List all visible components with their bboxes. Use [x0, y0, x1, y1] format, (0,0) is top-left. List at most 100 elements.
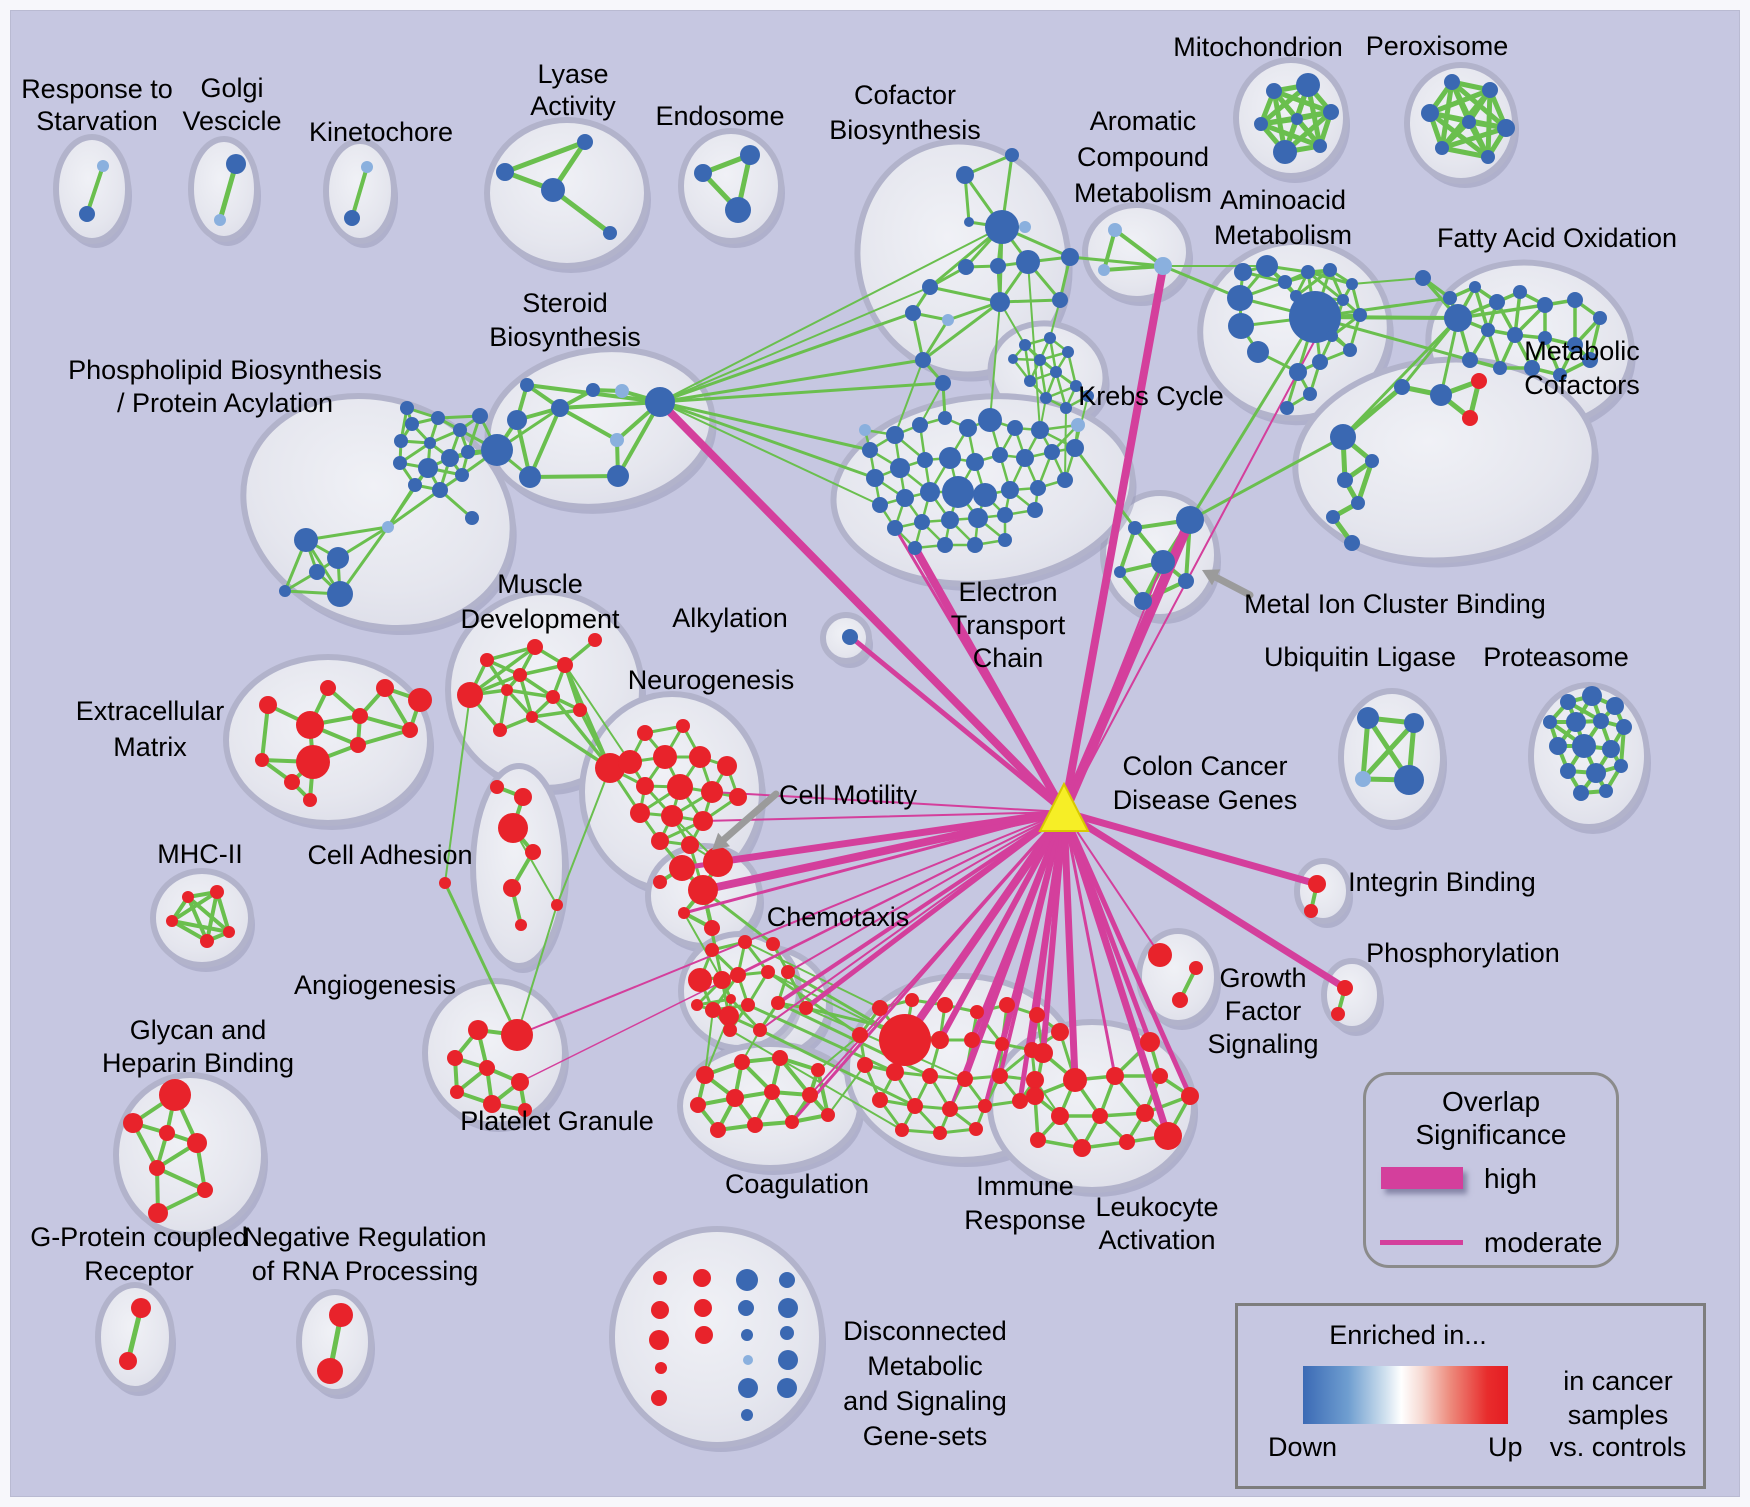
cluster-label-neurogenesis: Neurogenesis [628, 665, 795, 695]
gene-set-node [557, 657, 573, 673]
gene-set-node [990, 292, 1010, 312]
gene-set-node [1482, 82, 1498, 98]
cluster-label-metabolic-cofactors: Metabolic [1524, 336, 1640, 366]
inter-cluster-edge [683, 912, 723, 981]
gene-set-edge [260, 703, 270, 762]
cluster-ellipse-lyase-activity [484, 117, 650, 269]
gene-set-node [907, 1098, 923, 1114]
cluster-label-extracellular-matrix: Extracellular [76, 696, 225, 726]
inter-cluster-edge [1188, 435, 1345, 522]
cluster-label-negative-regulation-rna-processing: Negative Regulation [243, 1222, 486, 1252]
gene-set-node [480, 653, 494, 667]
gene-set-node [490, 780, 504, 794]
gene-set-node [520, 378, 534, 392]
inter-cluster-edge [564, 664, 631, 763]
gene-set-node [738, 1378, 758, 1398]
gene-set-node [123, 1113, 143, 1133]
overlap-significance-edge [948, 810, 1066, 1111]
inter-cluster-edge [1161, 264, 1242, 300]
gene-set-node [661, 805, 683, 827]
gene-set-edge [1023, 343, 1032, 383]
cluster-label-cell-motility: Cell Motility [779, 780, 918, 810]
gene-set-node [740, 145, 760, 165]
overlap-significance-edge [983, 810, 1066, 1108]
cluster-label-negative-regulation-rna-processing: of RNA Processing [252, 1256, 479, 1286]
gene-set-edge [505, 688, 534, 719]
gene-set-node [998, 533, 1012, 547]
gene-set-edge [155, 1166, 207, 1192]
cluster-label-aromatic-compound-metabolism: Aromatic [1090, 106, 1197, 136]
gene-set-node [701, 781, 723, 803]
gene-set-node [678, 907, 690, 919]
gene-set-node [514, 788, 532, 806]
overlap-significance-edge [1060, 808, 1079, 1084]
gene-set-node [226, 154, 246, 174]
gene-set-node [393, 456, 407, 470]
cell-motility-arrow [719, 790, 780, 845]
gene-set-node [747, 1117, 763, 1133]
gene-set-node [1007, 420, 1023, 436]
gene-set-node [1062, 346, 1074, 358]
inter-cluster-edge [704, 1009, 714, 1076]
cluster-ellipse-response-to-starvation [53, 134, 131, 244]
gene-set-node [1573, 785, 1589, 801]
gene-set-node [734, 1054, 750, 1070]
gene-set-node [931, 1031, 949, 1049]
overlap-significance-edge [702, 811, 1065, 822]
cluster-label-growth-factor-signaling: Growth [1219, 963, 1306, 993]
inter-cluster-edge [1341, 316, 1460, 439]
gene-set-node [503, 879, 521, 897]
gene-set-node [939, 447, 961, 469]
gene-set-node [726, 994, 736, 1004]
gene-set-node [1616, 719, 1632, 735]
gene-set-node [79, 206, 95, 222]
gene-set-node [588, 633, 602, 647]
gene-set-node [1346, 278, 1358, 290]
gene-set-node [970, 1005, 984, 1019]
cluster-label-leukocyte-activation: Leukocyte [1095, 1192, 1218, 1222]
gene-set-node [483, 1095, 501, 1113]
cluster-label-electron-transport-chain: Electron [958, 577, 1057, 607]
gene-set-node [1060, 402, 1072, 414]
overlap-significance-edge [1062, 810, 1117, 1078]
gene-set-edge [1054, 370, 1068, 410]
inter-cluster-edge [1027, 261, 1041, 431]
gene-set-edge [1360, 720, 1417, 782]
gene-set-node [992, 1068, 1008, 1084]
gene-set-node [1066, 439, 1084, 457]
gene-set-node [1343, 343, 1357, 357]
gene-set-edge [358, 714, 412, 732]
overlap-significance-edge [1060, 808, 1321, 888]
gene-set-node [862, 442, 878, 458]
gene-set-node [518, 1103, 532, 1117]
gene-set-node [1351, 496, 1365, 510]
gene-set-node [1019, 339, 1031, 351]
gene-set-node [376, 679, 394, 697]
gene-set-node [447, 1050, 463, 1066]
gene-set-node [688, 875, 718, 905]
gene-set-node [778, 1350, 798, 1370]
cluster-label-steroid-biosynthesis: Biosynthesis [489, 322, 641, 352]
gene-set-node [1181, 1087, 1199, 1105]
gene-set-node [468, 1020, 488, 1040]
gene-set-node [957, 1071, 973, 1087]
gene-set-node [472, 408, 488, 424]
overlap-significance-edge [787, 811, 1065, 973]
gene-set-node [1026, 1087, 1044, 1105]
legend-enriched-in: Enriched in... Down Up in cancer samples… [1235, 1303, 1706, 1489]
gene-set-node [1178, 573, 1194, 589]
gene-set-node [780, 1326, 794, 1340]
cluster-label-krebs-cycle: Krebs Cycle [1078, 381, 1224, 411]
gene-set-node [296, 711, 324, 739]
gene-set-node [1108, 223, 1122, 237]
overlap-significance-edge [1061, 809, 1193, 1099]
cluster-label-kinetochore: Kinetochore [309, 117, 453, 147]
gene-set-edge [1306, 270, 1354, 286]
gene-set-node [857, 1057, 873, 1073]
hub-label-colon-cancer-disease-genes: Disease Genes [1113, 785, 1298, 815]
gene-set-node [738, 935, 752, 949]
enrichment-down-label: Down [1268, 1432, 1338, 1462]
gene-set-node [695, 1326, 713, 1344]
gene-set-node [771, 996, 785, 1010]
gene-set-node [1040, 392, 1052, 404]
